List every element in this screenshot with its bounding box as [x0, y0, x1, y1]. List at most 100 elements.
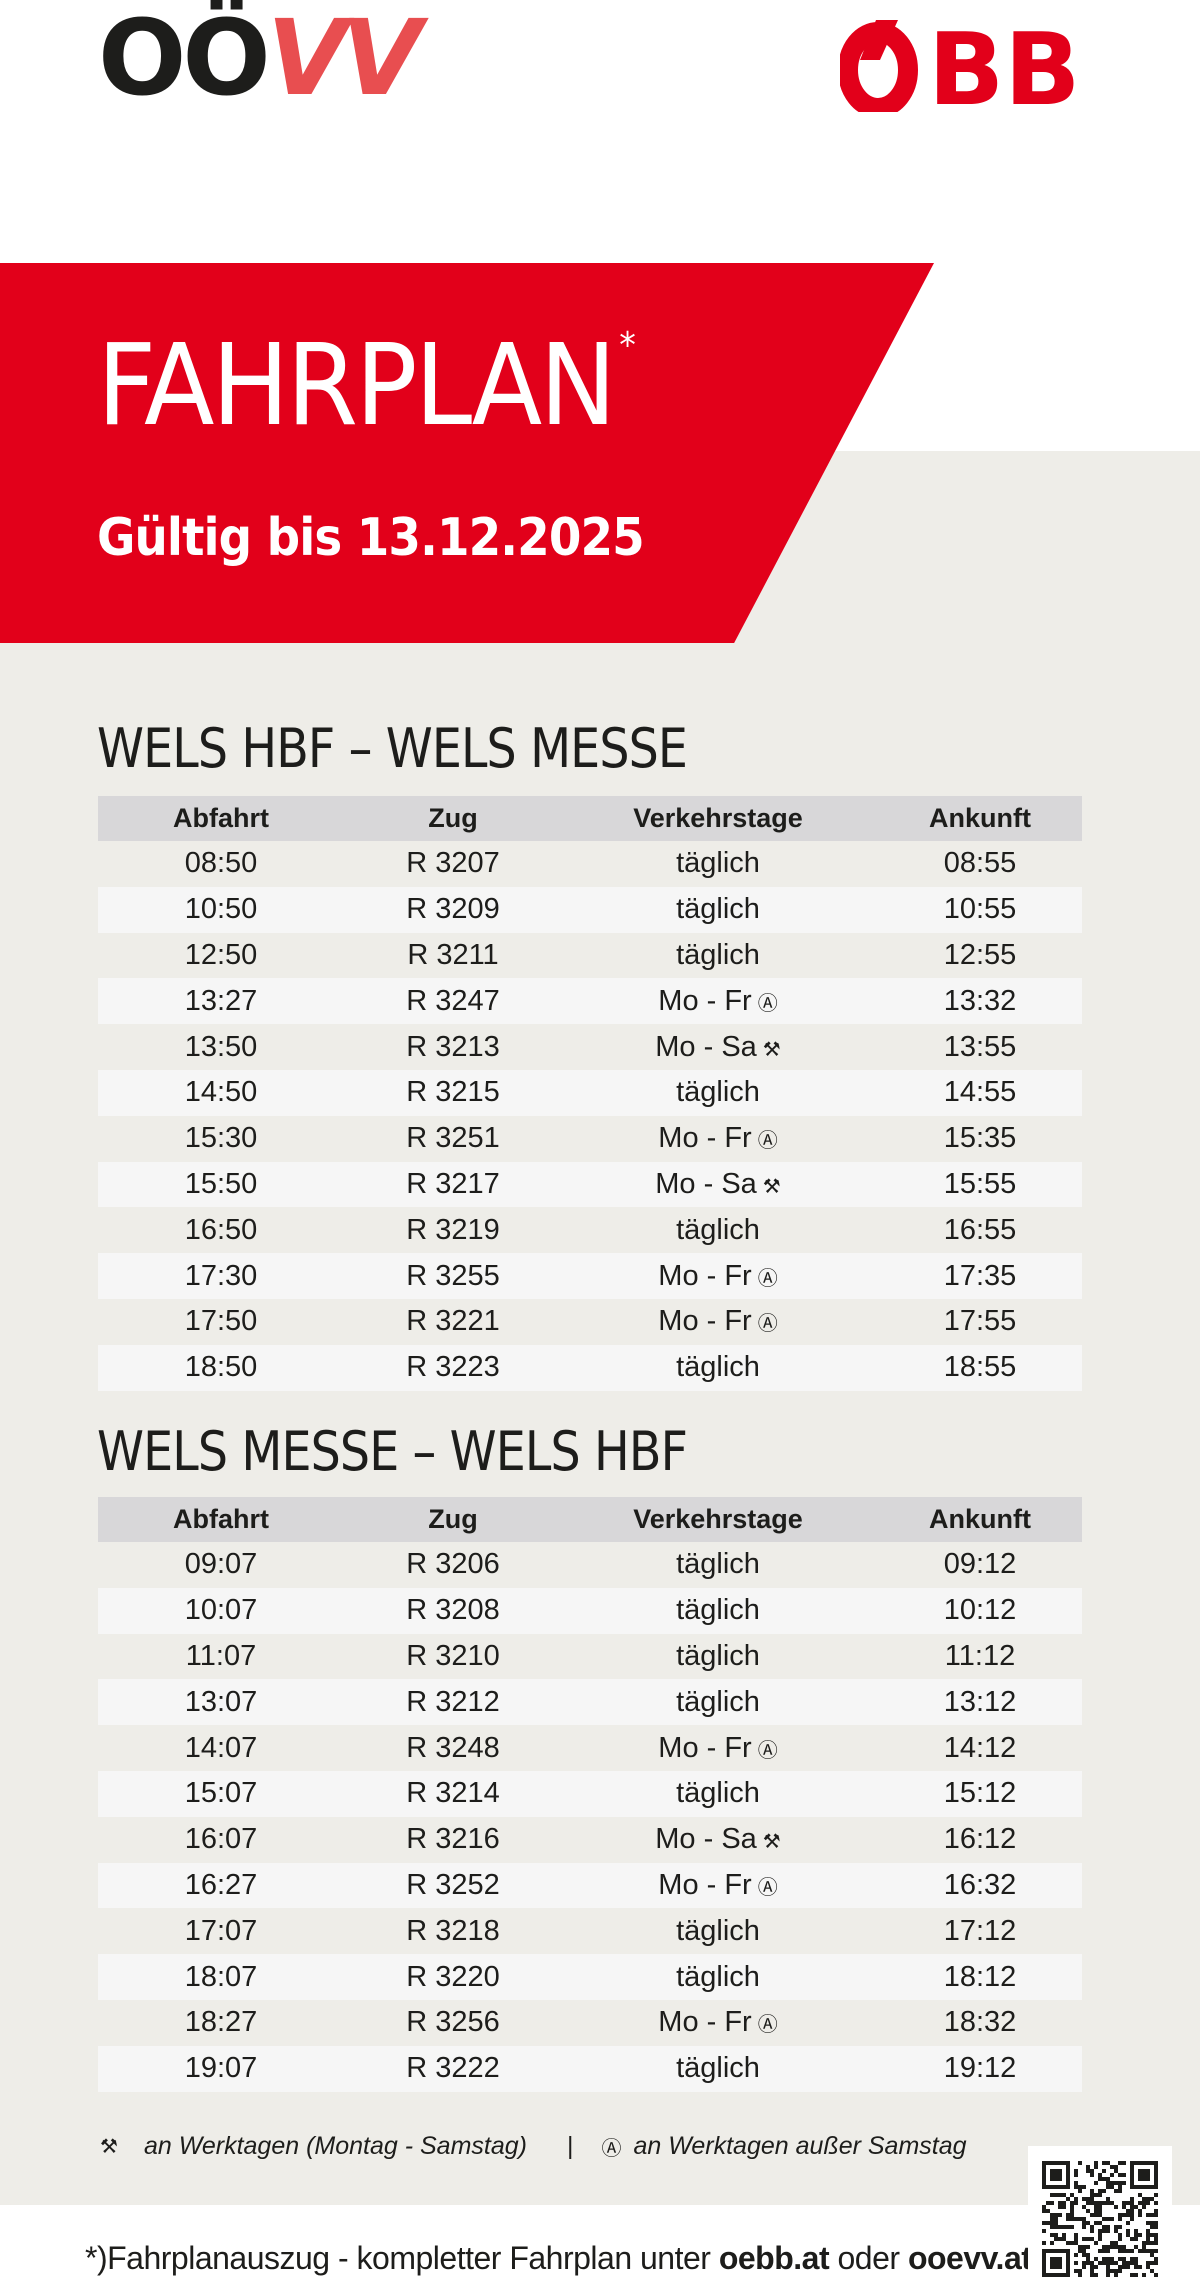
departure-time: 15:07 — [184, 1777, 258, 1810]
departure-time: 12:50 — [184, 938, 258, 971]
arrival-time: 15:12 — [943, 1777, 1017, 1810]
operating-days: Mo - Sa ⚒ — [578, 1168, 858, 1201]
workdays-icon: ⚒ — [762, 1038, 781, 1061]
train-number: R 3206 — [406, 1548, 500, 1581]
table-row: 18:27 R 3256 Mo - Fr Ⓐ 18:32 — [98, 1999, 1082, 2046]
col-header-train: Zug — [428, 803, 478, 833]
table-row: 19:07 R 3222 täglich 19:12 — [98, 2045, 1082, 2092]
table-row: 10:50 R 3209 täglich 10:55 — [98, 886, 1082, 933]
departure-time: 10:07 — [184, 1594, 258, 1627]
legend-weekdays-text: an Werktagen außer Samstag — [633, 2132, 967, 2160]
ooevv-link[interactable]: ooevv.at — [907, 2240, 1032, 2276]
table-header: Abfahrt Zug Verkehrstage Ankunft — [98, 1497, 1082, 1542]
oovv-logo: OÖ VV — [98, 6, 422, 110]
operating-days-text: Mo - Sa — [655, 1167, 757, 1200]
operating-days: Mo - Fr Ⓐ — [578, 2006, 858, 2039]
departure-time: 19:07 — [184, 2052, 258, 2085]
oebb-logo-text: BB — [928, 20, 1080, 112]
departure-time: 09:07 — [184, 1548, 258, 1581]
departure-time: 10:50 — [184, 893, 258, 926]
weekdays-icon: Ⓐ — [757, 1313, 778, 1336]
arrival-time: 18:12 — [943, 1960, 1017, 1993]
qr-code-icon — [1042, 2161, 1158, 2277]
table-row: 18:07 R 3220 täglich 18:12 — [98, 1954, 1082, 2000]
train-number: R 3208 — [406, 1594, 500, 1627]
arrival-time: 13:32 — [943, 984, 1017, 1017]
operating-days-text: Mo - Sa — [655, 1030, 757, 1063]
timetable-hbf-messe: Abfahrt Zug Verkehrstage Ankunft 08:50 R … — [98, 796, 1082, 1391]
operating-days: täglich — [578, 1214, 858, 1247]
table-row: 18:50 R 3223 täglich 18:55 — [98, 1344, 1082, 1391]
train-number: R 3222 — [406, 2052, 500, 2085]
departure-time: 18:07 — [184, 1960, 258, 1993]
operating-days-text: täglich — [676, 1777, 760, 1810]
operating-days: Mo - Fr Ⓐ — [578, 1260, 858, 1293]
arrival-time: 10:12 — [943, 1594, 1017, 1627]
train-number: R 3251 — [406, 1122, 500, 1155]
operating-days-text: täglich — [676, 1351, 760, 1384]
footnote-marker: * — [619, 325, 636, 366]
departure-time: 13:07 — [184, 1685, 258, 1718]
operating-days: täglich — [578, 1961, 858, 1994]
table-row: 13:27 R 3247 Mo - Fr Ⓐ 13:32 — [98, 978, 1082, 1025]
qr-code[interactable] — [1028, 2146, 1172, 2290]
route-title-messe-hbf: WELS MESSE – WELS HBF — [97, 1420, 688, 1483]
arrival-time: 18:32 — [943, 2006, 1017, 2039]
train-number: R 3211 — [407, 938, 499, 971]
train-number: R 3217 — [406, 1167, 500, 1200]
operating-days-text: täglich — [676, 847, 760, 880]
operating-days-text: täglich — [676, 938, 760, 971]
weekdays-icon: Ⓐ — [757, 1130, 778, 1153]
operating-days-text: Mo - Fr — [658, 2006, 752, 2039]
train-number: R 3213 — [406, 1030, 500, 1063]
weekdays-icon: Ⓐ — [757, 1739, 778, 1762]
operating-days-text: Mo - Fr — [658, 1259, 752, 1292]
oebb-logo-icon: BB — [838, 11, 1080, 128]
departure-time: 16:27 — [184, 1868, 258, 1901]
table-header: Abfahrt Zug Verkehrstage Ankunft — [98, 796, 1082, 841]
table-row: 15:07 R 3214 täglich 15:12 — [98, 1770, 1082, 1817]
train-number: R 3210 — [406, 1639, 500, 1672]
train-number: R 3247 — [406, 984, 500, 1017]
operating-days-text: täglich — [676, 893, 760, 926]
departure-time: 11:07 — [185, 1639, 257, 1672]
operating-days: täglich — [578, 1686, 858, 1719]
legend: ⚒ an Werktagen (Montag - Samstag) | Ⓐ an… — [100, 2132, 967, 2161]
operating-days: täglich — [578, 847, 858, 880]
operating-days-text: Mo - Fr — [658, 1731, 752, 1764]
operating-days: täglich — [578, 939, 858, 972]
departure-time: 17:30 — [184, 1259, 258, 1292]
arrival-time: 17:35 — [943, 1259, 1017, 1292]
operating-days: täglich — [578, 893, 858, 926]
train-number: R 3214 — [406, 1777, 500, 1810]
weekdays-icon: Ⓐ — [601, 2138, 622, 2160]
arrival-time: 16:12 — [943, 1823, 1017, 1856]
table-row: 17:07 R 3218 täglich 17:12 — [98, 1908, 1082, 1955]
arrival-time: 12:55 — [943, 938, 1017, 971]
operating-days: täglich — [578, 1915, 858, 1948]
oebb-link[interactable]: oebb.at — [718, 2240, 830, 2276]
departure-time: 13:27 — [184, 984, 258, 1017]
weekdays-icon: Ⓐ — [757, 2014, 778, 2037]
arrival-time: 18:55 — [943, 1351, 1017, 1384]
operating-days-text: Mo - Fr — [658, 1868, 752, 1901]
operating-days: Mo - Sa ⚒ — [578, 1823, 858, 1856]
operating-days: Mo - Fr Ⓐ — [578, 1305, 858, 1338]
train-number: R 3209 — [406, 893, 500, 926]
operating-days-text: täglich — [676, 1914, 760, 1947]
table-row: 10:07 R 3208 täglich 10:12 — [98, 1587, 1082, 1634]
operating-days-text: täglich — [676, 1594, 760, 1627]
oovv-logo-dark: OÖ — [98, 0, 271, 119]
arrival-time: 16:32 — [943, 1868, 1017, 1901]
table-row: 14:07 R 3248 Mo - Fr Ⓐ 14:12 — [98, 1725, 1082, 1771]
train-number: R 3216 — [406, 1823, 500, 1856]
departure-time: 18:27 — [184, 2006, 258, 2039]
workdays-icon: ⚒ — [100, 2136, 118, 2158]
operating-days-text: täglich — [676, 1213, 760, 1246]
departure-time: 13:50 — [184, 1030, 258, 1063]
operating-days: täglich — [578, 1351, 858, 1384]
oebb-logo: BB — [838, 11, 1105, 128]
col-header-days: Verkehrstage — [633, 1504, 803, 1534]
operating-days: Mo - Fr Ⓐ — [578, 985, 858, 1018]
timetable-messe-hbf: Abfahrt Zug Verkehrstage Ankunft 09:07 R … — [98, 1497, 1082, 2092]
